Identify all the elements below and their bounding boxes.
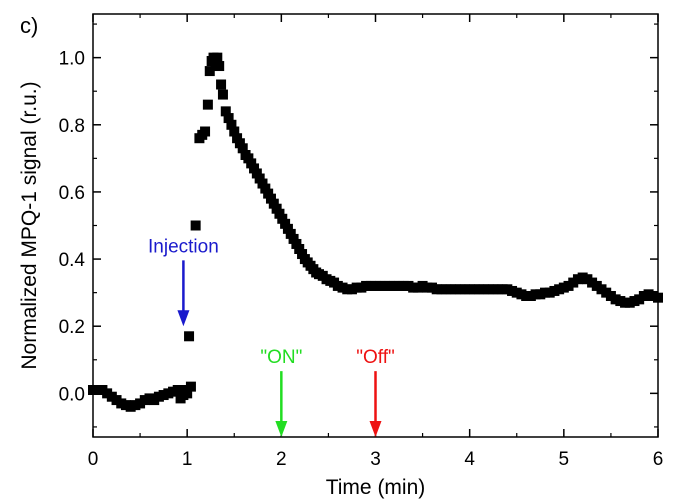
data-point: [217, 89, 228, 100]
tick-labels: 0 1 2 3 4 5 6 0.0 0.2 0.4 0.6 0.8 1.0: [59, 49, 664, 470]
data-points: [88, 52, 663, 412]
data-point: [282, 223, 293, 234]
data-point: [653, 292, 663, 303]
annotation-arrow-head: [177, 310, 190, 327]
data-point: [246, 158, 257, 169]
data-point: [291, 238, 302, 249]
data-point: [277, 213, 288, 224]
data-point: [263, 188, 274, 199]
data-point: [202, 99, 213, 110]
data-point: [254, 173, 265, 184]
data-point: [220, 106, 231, 117]
x-tick-label: 4: [464, 449, 475, 470]
data-point: [274, 208, 285, 219]
x-tick-label: 0: [88, 449, 99, 470]
x-tick-label: 2: [276, 449, 287, 470]
data-point: [184, 331, 195, 342]
data-point: [190, 220, 201, 231]
annotation-label: "Off": [356, 347, 394, 368]
data-point: [257, 178, 268, 189]
y-tick-label: 1.0: [59, 49, 85, 70]
data-point: [216, 79, 227, 90]
y-tick-label: 0.4: [59, 250, 86, 271]
data-point: [271, 203, 282, 214]
data-point: [232, 133, 243, 144]
data-point: [182, 388, 193, 399]
x-axis-label: Time (min): [326, 476, 426, 499]
data-point: [251, 168, 262, 179]
data-point: [249, 163, 260, 174]
data-point: [237, 143, 248, 154]
x-tick-label: 6: [653, 449, 664, 470]
data-point: [288, 233, 299, 244]
y-tick-label: 0.0: [59, 384, 85, 405]
data-point: [280, 218, 291, 229]
data-point: [185, 381, 196, 392]
annotation-arrow-head: [369, 421, 382, 437]
data-point: [234, 138, 245, 149]
x-tick-label: 1: [182, 449, 193, 470]
data-point: [172, 385, 183, 395]
data-point: [204, 66, 215, 77]
data-point: [268, 198, 279, 209]
x-tick-label: 5: [559, 449, 570, 470]
panel-label: c): [20, 13, 38, 38]
annotation-label: "ON": [260, 347, 302, 368]
data-point: [297, 249, 308, 260]
data-point: [294, 244, 305, 254]
data-point: [212, 52, 223, 63]
data-point: [243, 153, 254, 164]
x-tick-label: 3: [370, 449, 381, 470]
data-point: [223, 113, 234, 124]
data-point: [214, 61, 225, 72]
data-point: [265, 193, 276, 204]
y-tick-label: 0.2: [59, 317, 85, 338]
data-point: [229, 126, 240, 137]
annotations: Injection "ON" "Off": [148, 236, 395, 437]
data-point: [226, 119, 237, 130]
y-tick-label: 0.6: [59, 183, 85, 204]
data-point: [200, 126, 211, 137]
data-point: [285, 228, 296, 239]
data-point: [260, 183, 271, 194]
y-tick-label: 0.8: [59, 116, 85, 137]
annotation-arrow-head: [275, 421, 288, 437]
annotation-label: Injection: [148, 236, 219, 257]
y-axis-label: Normalized MPQ-1 signal (r.u.): [18, 81, 41, 369]
